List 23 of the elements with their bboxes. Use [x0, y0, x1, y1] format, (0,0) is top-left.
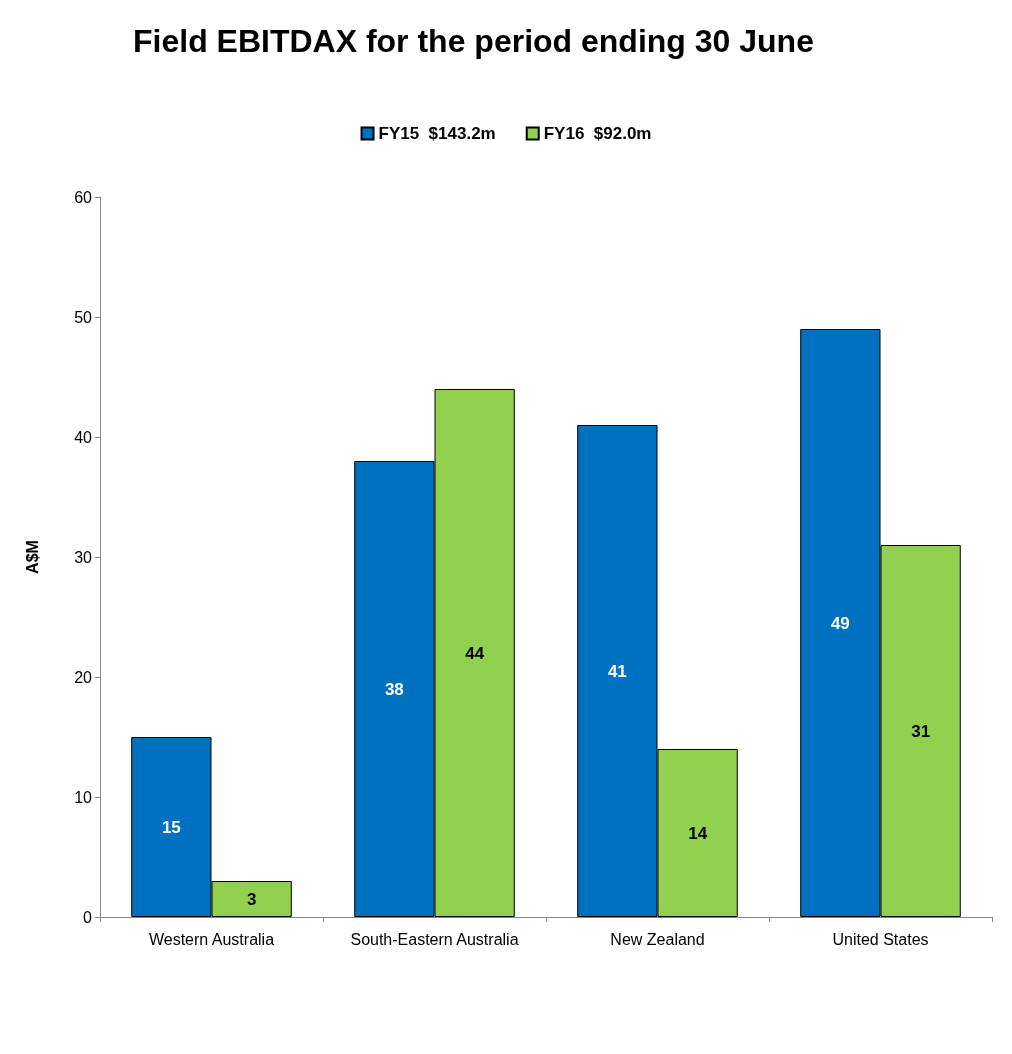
- y-tick-label: 20: [74, 668, 93, 686]
- y-tick-label: 0: [83, 908, 93, 926]
- legend-label: FY15 $143.2m: [378, 124, 496, 143]
- y-tick-label: 50: [74, 308, 93, 326]
- data-label: 44: [465, 643, 485, 663]
- data-label: 31: [911, 721, 931, 741]
- x-tick-label: United States: [832, 930, 929, 948]
- data-label: 38: [384, 679, 404, 699]
- y-tick-label: 40: [74, 428, 93, 446]
- x-tick-label: Western Australia: [148, 930, 275, 948]
- data-label: 14: [688, 823, 708, 843]
- x-tick-label: South-Eastern Australia: [350, 930, 519, 948]
- data-label: 15: [161, 817, 181, 837]
- y-axis-title: A$M: [23, 540, 41, 574]
- legend-label: FY16 $92.0m: [543, 124, 652, 143]
- y-tick-label: 60: [74, 188, 93, 206]
- y-tick-label: 10: [74, 788, 93, 806]
- data-label: 3: [246, 889, 257, 909]
- x-tick-label: New Zealand: [610, 930, 705, 948]
- data-label: 49: [830, 613, 850, 633]
- y-tick-label: 30: [74, 548, 93, 566]
- data-label: 41: [607, 661, 627, 681]
- chart-title: Field EBITDAX for the period ending 30 June: [133, 23, 814, 59]
